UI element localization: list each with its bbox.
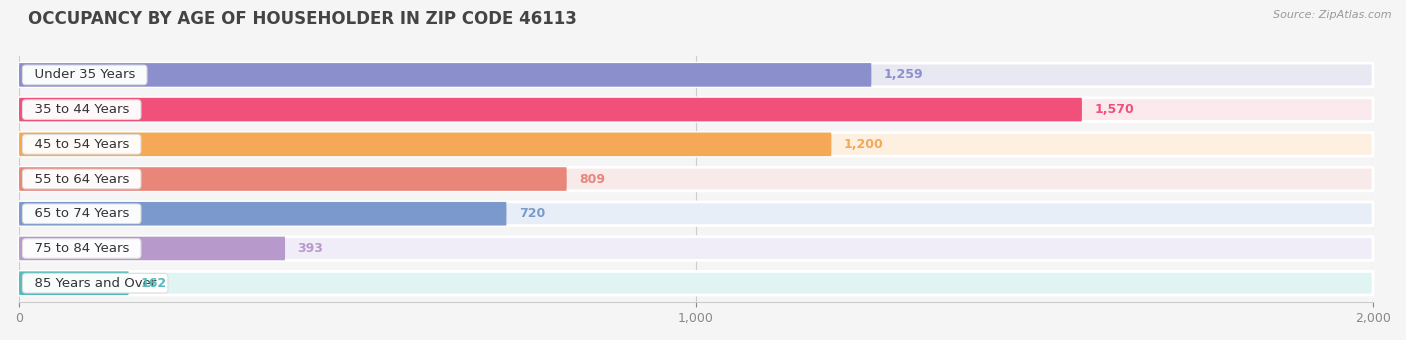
Text: 55 to 64 Years: 55 to 64 Years bbox=[25, 172, 138, 186]
Text: 35 to 44 Years: 35 to 44 Years bbox=[25, 103, 138, 116]
Text: 1,200: 1,200 bbox=[844, 138, 883, 151]
Text: 809: 809 bbox=[579, 172, 605, 186]
Text: 393: 393 bbox=[297, 242, 323, 255]
FancyBboxPatch shape bbox=[20, 63, 1374, 87]
FancyBboxPatch shape bbox=[20, 98, 1083, 121]
Text: 85 Years and Over: 85 Years and Over bbox=[25, 277, 165, 290]
Text: 65 to 74 Years: 65 to 74 Years bbox=[25, 207, 138, 220]
FancyBboxPatch shape bbox=[20, 98, 1374, 121]
FancyBboxPatch shape bbox=[20, 202, 506, 225]
FancyBboxPatch shape bbox=[20, 271, 1374, 295]
FancyBboxPatch shape bbox=[20, 237, 1374, 260]
FancyBboxPatch shape bbox=[20, 237, 285, 260]
FancyBboxPatch shape bbox=[20, 202, 1374, 225]
Text: 45 to 54 Years: 45 to 54 Years bbox=[25, 138, 138, 151]
Text: OCCUPANCY BY AGE OF HOUSEHOLDER IN ZIP CODE 46113: OCCUPANCY BY AGE OF HOUSEHOLDER IN ZIP C… bbox=[28, 10, 576, 28]
Text: 162: 162 bbox=[141, 277, 167, 290]
Text: 1,259: 1,259 bbox=[883, 68, 924, 81]
FancyBboxPatch shape bbox=[20, 167, 567, 191]
Text: 1,570: 1,570 bbox=[1094, 103, 1133, 116]
FancyBboxPatch shape bbox=[20, 133, 1374, 156]
Text: Under 35 Years: Under 35 Years bbox=[25, 68, 143, 81]
Text: 720: 720 bbox=[519, 207, 546, 220]
FancyBboxPatch shape bbox=[20, 133, 831, 156]
FancyBboxPatch shape bbox=[20, 167, 1374, 191]
FancyBboxPatch shape bbox=[20, 271, 129, 295]
Text: 75 to 84 Years: 75 to 84 Years bbox=[25, 242, 138, 255]
FancyBboxPatch shape bbox=[20, 63, 872, 87]
Text: Source: ZipAtlas.com: Source: ZipAtlas.com bbox=[1274, 10, 1392, 20]
